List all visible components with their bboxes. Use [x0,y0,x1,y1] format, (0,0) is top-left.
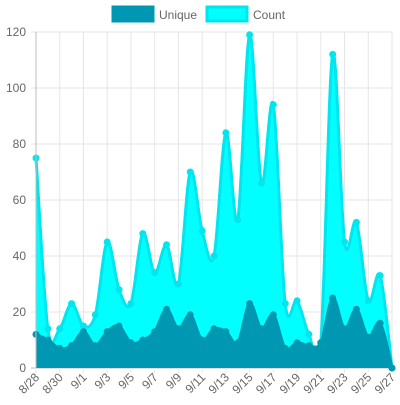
data-point-count [364,297,372,305]
data-point-unique [246,300,254,308]
x-tick-label: 9/7 [139,370,161,392]
y-tick-label: 80 [13,137,27,151]
x-tick-label: 9/9 [163,370,185,392]
y-tick-label: 40 [13,249,27,263]
data-point-count [44,325,52,333]
data-point-count [115,286,123,294]
x-tick-label: 9/13 [206,370,233,397]
data-point-count [56,325,64,333]
data-point-count [91,311,99,319]
x-tick-label: 9/19 [277,370,304,397]
data-point-unique [151,328,159,336]
data-point-count [341,238,349,246]
data-point-count [151,269,159,277]
x-tick-label: 9/15 [229,370,256,397]
legend-swatch-unique[interactable] [111,5,155,23]
data-point-unique [341,325,349,333]
legend-label-unique[interactable]: Unique [159,8,197,22]
data-point-unique [210,325,218,333]
data-point-count [257,179,265,187]
data-point-unique [91,342,99,350]
data-point-count [305,330,313,338]
x-tick-label: 9/1 [68,370,90,392]
data-point-unique [115,322,123,330]
data-point-unique [364,333,372,341]
data-point-count [234,216,242,224]
data-point-count [103,238,111,246]
data-point-count [174,280,182,288]
data-point-unique [127,339,135,347]
x-tick-label: 9/11 [182,370,208,396]
data-point-count [198,227,206,235]
x-tick-label: 9/21 [301,370,328,397]
data-point-unique [56,344,64,352]
y-tick-label: 0 [19,361,26,375]
data-point-unique [44,336,52,344]
data-point-count [222,129,230,137]
y-tick-label: 120 [6,25,26,39]
data-point-unique [79,328,87,336]
y-tick-label: 60 [13,193,27,207]
data-point-unique [257,325,265,333]
data-point-unique [293,339,301,347]
x-tick-label: 9/25 [348,370,375,397]
data-point-count [376,272,384,280]
data-point-unique [198,336,206,344]
x-tick-label: 9/5 [115,370,137,392]
x-tick-label: 9/17 [253,370,280,397]
x-tick-label: 9/27 [372,370,399,397]
data-point-count [246,31,254,39]
data-point-count [163,241,171,249]
data-point-unique [305,342,313,350]
legend: Unique Count [111,5,286,23]
legend-swatch-count[interactable] [205,5,249,23]
data-point-count [293,297,301,305]
data-point-count [186,168,194,176]
data-point-unique [329,294,337,302]
data-point-count [139,230,147,238]
data-point-unique [269,311,277,319]
data-point-unique [234,339,242,347]
x-tick-label: 9/3 [92,370,114,392]
data-point-unique [68,342,76,350]
data-point-count [281,300,289,308]
series-area-unique [36,297,392,368]
y-tick-label: 20 [13,305,27,319]
data-point-unique [139,336,147,344]
data-point-unique [352,305,360,313]
data-point-unique [388,364,396,372]
x-tick-label: 9/23 [324,370,351,397]
data-point-count [352,218,360,226]
data-point-unique [281,344,289,352]
data-point-count [210,252,218,260]
legend-label-count[interactable]: Count [253,8,286,22]
data-point-count [329,50,337,58]
data-point-count [269,101,277,109]
x-tick-label: 8/30 [39,370,66,397]
y-tick-label: 100 [6,81,26,95]
data-point-count [127,300,135,308]
data-point-unique [174,325,182,333]
data-point-unique [103,328,111,336]
data-point-unique [163,305,171,313]
series-areas [32,31,396,372]
data-point-unique [186,311,194,319]
data-point-unique [222,328,230,336]
data-point-unique [376,319,384,327]
data-point-unique [317,339,325,347]
data-point-count [68,300,76,308]
